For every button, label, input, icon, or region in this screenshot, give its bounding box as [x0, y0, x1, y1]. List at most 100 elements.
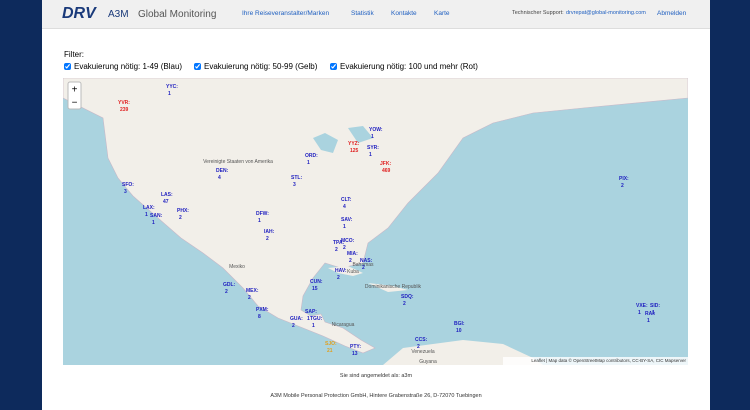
marker-count: 4	[343, 204, 346, 210]
marker-count: 8	[258, 314, 261, 320]
support-email[interactable]: drvrepat@global-monitoring.com	[566, 10, 646, 16]
marker-code[interactable]: TPA:	[333, 240, 345, 246]
marker-code[interactable]: SAN:	[150, 213, 163, 219]
marker-count: 1	[145, 212, 148, 218]
marker-code[interactable]: GUA:	[290, 316, 303, 322]
marker-code[interactable]: YVR:	[118, 100, 130, 106]
marker-code[interactable]: DEN:	[216, 168, 229, 174]
nav-link[interactable]: Ihre Reiseveranstalter/Marken	[242, 10, 330, 17]
marker-code[interactable]: SYR:	[367, 145, 379, 151]
marker-code[interactable]: BGI:	[454, 321, 465, 327]
marker-code[interactable]: CCS:	[415, 337, 428, 343]
marker-count: 1	[369, 152, 372, 158]
marker-count: 2	[337, 275, 340, 281]
filter-option[interactable]: Evakuierung nötig: 1-49 (Blau)	[64, 62, 182, 71]
zoom-box	[67, 81, 82, 110]
nav-link[interactable]: Kontakte	[391, 10, 417, 17]
marker-code[interactable]: PHX:	[177, 208, 189, 214]
checkbox[interactable]	[330, 63, 337, 70]
place-name: Vereinigte Staaten von Amerika	[203, 159, 273, 165]
filter-option[interactable]: Evakuierung nötig: 100 und mehr (Rot)	[330, 62, 478, 71]
marker-count: 239	[120, 107, 129, 113]
map[interactable]: Vereinigte Staaten von Amerika Mexiko Kuba…	[63, 78, 688, 365]
marker-code[interactable]: TGU:	[310, 316, 323, 322]
marker-code[interactable]: MIA:	[347, 251, 358, 257]
marker-count: 2	[248, 295, 251, 301]
checkbox[interactable]	[194, 63, 201, 70]
nav-link[interactable]: Statistik	[351, 10, 374, 17]
marker-code[interactable]: PXM:	[256, 307, 269, 313]
marker-count: 2	[179, 215, 182, 221]
filter-option[interactable]: Evakuierung nötig: 50-99 (Gelb)	[194, 62, 317, 71]
marker-code[interactable]: CUN:	[310, 279, 323, 285]
place-name: Venezuela	[411, 349, 435, 355]
marker-code[interactable]: IAH:	[264, 229, 275, 235]
marker-code[interactable]: PIX:	[619, 176, 629, 182]
marker-code[interactable]: YYC:	[166, 84, 178, 90]
logo: DRV	[62, 5, 96, 22]
marker-count: 2	[335, 247, 338, 253]
marker-code[interactable]: SAP:	[305, 309, 317, 315]
marker-count: 2	[343, 245, 346, 251]
company-info: A3M Mobile Personal Protection GmbH, Hin…	[270, 393, 482, 399]
marker-count: 2	[292, 323, 295, 329]
checkbox[interactable]	[64, 63, 71, 70]
marker-count: 1	[307, 316, 310, 322]
marker-code[interactable]: YYZ:	[348, 141, 360, 147]
marker-code[interactable]: SID:	[650, 303, 660, 309]
marker-code[interactable]: GDL:	[223, 282, 236, 288]
marker-code[interactable]: PTY:	[350, 344, 361, 350]
marker-code[interactable]: LAX:	[143, 205, 155, 211]
marker-code[interactable]: SDQ:	[401, 294, 414, 300]
attribution-bg	[503, 357, 688, 365]
marker-count: 1	[168, 91, 171, 97]
lake	[313, 126, 373, 153]
marker-count: 1	[258, 218, 261, 224]
marker-code[interactable]: RAI:	[645, 311, 656, 317]
marker-code[interactable]: STL:	[291, 175, 302, 181]
marker-code[interactable]: VXE:	[636, 303, 648, 309]
marker-count: 2	[349, 258, 352, 264]
land	[63, 78, 688, 354]
nav-link[interactable]: Karte	[434, 10, 450, 17]
place-name: Nicaragua	[332, 322, 355, 328]
zoom-out[interactable]: −	[72, 98, 78, 109]
marker-count: 3	[293, 182, 296, 188]
marker-code[interactable]: SAV:	[341, 217, 353, 223]
label: Evakuierung nötig: 100 und mehr (Rot)	[340, 62, 478, 71]
marker-code[interactable]: MCO:	[341, 238, 355, 244]
marker-count: 1	[307, 160, 310, 166]
marker-count: 2	[403, 301, 406, 307]
logout[interactable]: Abmelden	[657, 10, 687, 17]
marker-code[interactable]: SFO:	[122, 182, 134, 188]
marker-count: 125	[350, 148, 359, 154]
marker-count: 13	[352, 351, 358, 357]
marker-count: 21	[327, 348, 333, 354]
marker-code[interactable]: YOW:	[369, 127, 383, 133]
marker-code[interactable]: HAV:	[335, 268, 347, 274]
place-name: Bahamas	[352, 262, 374, 268]
marker-code[interactable]: NAS:	[360, 258, 373, 264]
marker-code[interactable]: LAS:	[161, 192, 173, 198]
brand: A3M	[108, 9, 129, 20]
marker-code[interactable]: ORD:	[305, 153, 318, 159]
marker-code[interactable]: MEX:	[246, 288, 259, 294]
attribution[interactable]: Leaflet | Map data © OpenStreetMap contr…	[531, 357, 686, 363]
marker-code[interactable]: SJO:	[325, 341, 337, 347]
marker-count: 1	[647, 318, 650, 324]
marker-count: 1	[371, 134, 374, 140]
island	[328, 266, 408, 292]
marker-code[interactable]: JFK:	[380, 161, 391, 167]
zoom-control: + −	[67, 81, 82, 110]
marker-count: 2	[621, 183, 624, 189]
zoom-in[interactable]: +	[72, 85, 78, 96]
support-label: Technischer Support:	[512, 10, 564, 16]
marker-count: 2	[362, 265, 365, 271]
brand-sub: Global Monitoring	[138, 9, 217, 20]
marker-count: 1	[638, 310, 641, 316]
marker-code[interactable]: CLT:	[341, 197, 352, 203]
marker-code[interactable]: DFW:	[256, 211, 269, 217]
marker-count: 1	[343, 224, 346, 230]
label: Evakuierung nötig: 1-49 (Blau)	[74, 62, 183, 71]
